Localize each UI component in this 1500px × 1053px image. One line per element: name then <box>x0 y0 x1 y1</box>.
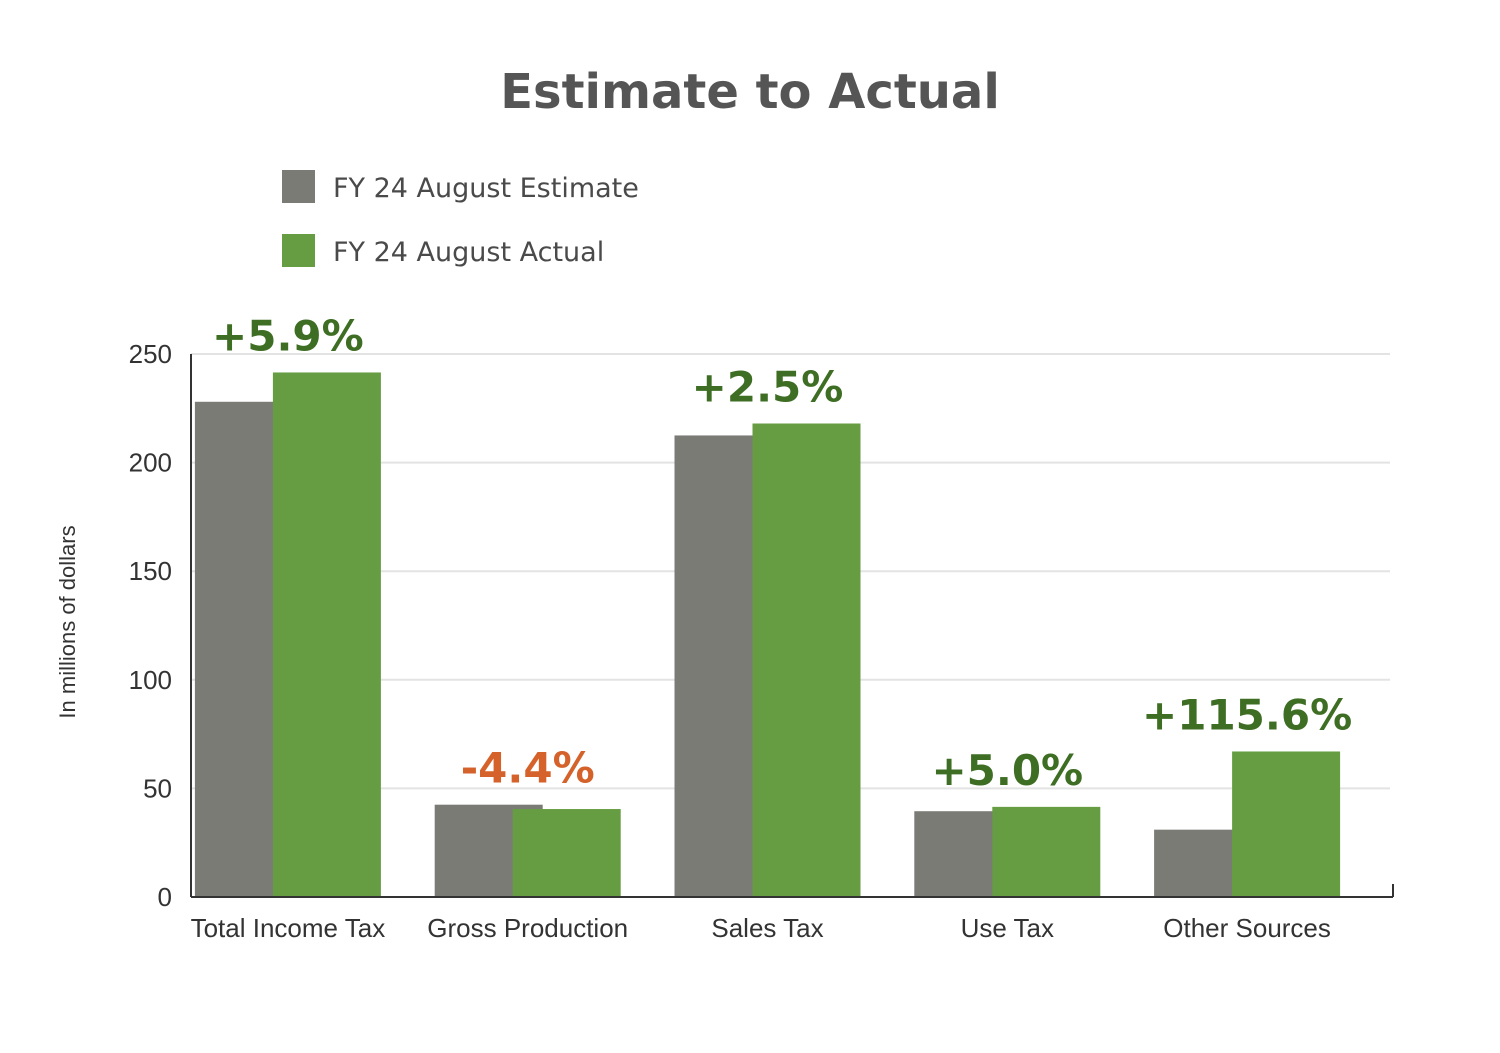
bar-actual <box>992 806 1101 897</box>
percent-labels: +5.9% -4.4% +2.5% +5.0% +115.6% <box>212 311 1352 794</box>
legend-swatch-estimate <box>282 170 315 203</box>
x-tick-label: Gross Production <box>427 913 628 943</box>
y-axis-ticks: 0 50 100 150 200 250 <box>129 339 172 912</box>
legend-label-estimate: FY 24 August Estimate <box>333 173 639 204</box>
bar-actual <box>752 423 861 897</box>
chart-title: Estimate to Actual <box>500 64 1000 120</box>
bars <box>194 372 1341 897</box>
y-axis-label: In millions of dollars <box>55 525 80 718</box>
bar-actual <box>1232 751 1341 897</box>
bar-actual <box>512 809 621 897</box>
bar-actual <box>272 372 381 897</box>
y-tick-label: 50 <box>143 773 172 803</box>
x-tick-label: Sales Tax <box>711 913 823 943</box>
legend: FY 24 August Estimate FY 24 August Actua… <box>282 170 639 268</box>
x-tick-label: Other Sources <box>1163 913 1331 943</box>
x-axis-labels: Total Income Tax Gross Production Sales Ta… <box>191 913 1331 943</box>
legend-label-actual: FY 24 August Actual <box>333 237 604 268</box>
legend-swatch-actual <box>282 234 315 267</box>
y-tick-label: 0 <box>158 882 172 912</box>
y-tick-label: 150 <box>129 556 172 586</box>
y-tick-label: 250 <box>129 339 172 369</box>
percent-change-label: -4.4% <box>461 744 595 793</box>
y-tick-label: 100 <box>129 665 172 695</box>
x-tick-label: Total Income Tax <box>191 913 386 943</box>
percent-change-label: +2.5% <box>692 363 844 412</box>
percent-change-label: +5.0% <box>931 746 1083 795</box>
percent-change-label: +5.9% <box>212 311 364 360</box>
percent-change-label: +115.6% <box>1142 690 1352 739</box>
x-tick-label: Use Tax <box>961 913 1054 943</box>
y-tick-label: 200 <box>129 448 172 478</box>
